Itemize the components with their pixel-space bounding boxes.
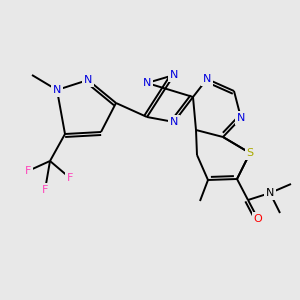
Text: N: N [203,74,211,84]
Text: N: N [84,75,92,85]
Text: O: O [254,214,262,224]
Text: N: N [266,188,274,198]
Text: N: N [237,113,245,123]
Text: N: N [143,78,151,88]
Text: N: N [170,70,178,80]
Text: F: F [25,166,31,176]
Text: N: N [53,85,61,95]
Text: N: N [170,117,178,127]
Text: F: F [67,173,73,183]
Text: S: S [246,148,254,158]
Text: F: F [42,185,48,195]
